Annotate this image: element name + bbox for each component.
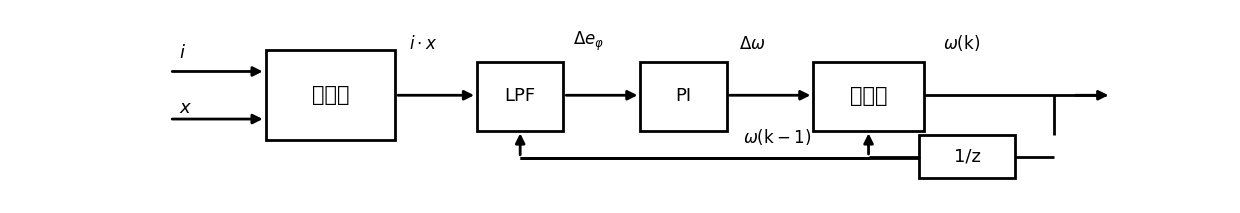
Text: $\Delta e_{\varphi}$: $\Delta e_{\varphi}$ [573,30,604,53]
Text: 乘法器: 乘法器 [311,85,350,105]
Text: PI: PI [676,87,692,105]
Text: 1/z: 1/z [954,148,981,166]
Text: $i \cdot x$: $i \cdot x$ [409,35,436,53]
Text: $\Delta\omega$: $\Delta\omega$ [739,35,766,53]
Text: $\omega(\mathrm{k})$: $\omega(\mathrm{k})$ [942,33,980,53]
Text: 加法器: 加法器 [849,86,888,106]
Text: $\omega(\mathrm{k}-1)$: $\omega(\mathrm{k}-1)$ [743,127,811,147]
Bar [477,62,563,131]
Bar [640,62,727,131]
Text: LPF: LPF [505,87,536,105]
Bar [919,135,1016,178]
Bar [265,50,396,140]
Bar [813,62,924,131]
Text: $x$: $x$ [179,99,192,117]
Text: $i$: $i$ [179,45,186,62]
